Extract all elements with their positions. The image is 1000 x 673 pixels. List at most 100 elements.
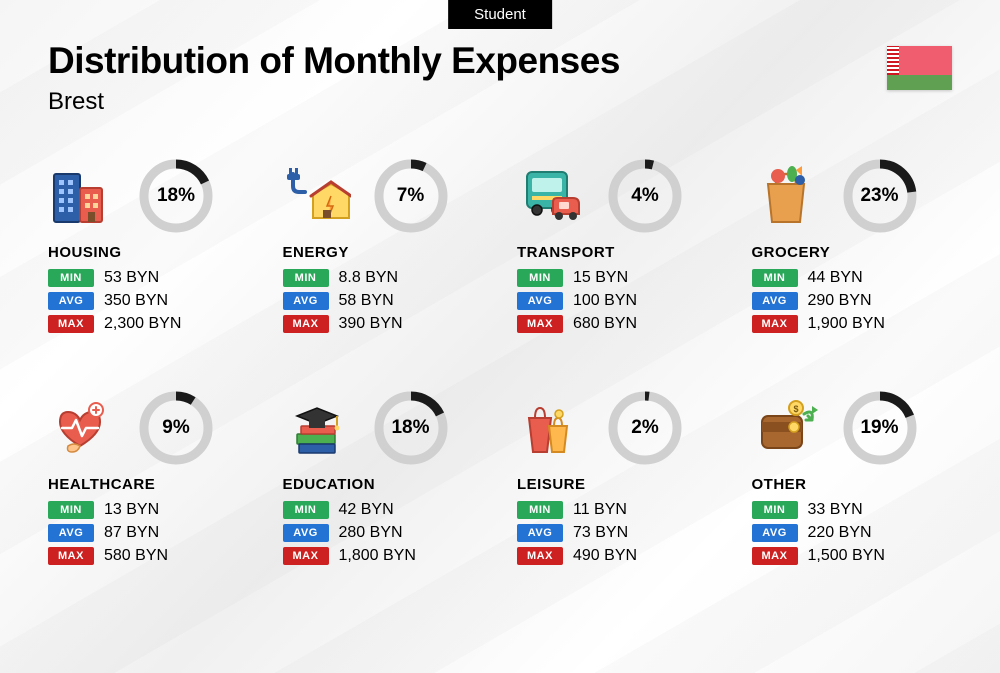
avg-badge: AVG <box>517 292 563 310</box>
min-badge: MIN <box>752 501 798 519</box>
avg-badge: AVG <box>752 524 798 542</box>
header: Distribution of Monthly Expenses Brest <box>48 40 952 116</box>
stat-avg: AVG 100 BYN <box>517 292 734 310</box>
page-title: Distribution of Monthly Expenses <box>48 40 952 82</box>
stat-avg: AVG 220 BYN <box>752 524 969 542</box>
avg-badge: AVG <box>283 292 329 310</box>
stat-min: MIN 11 BYN <box>517 501 734 519</box>
avg-badge: AVG <box>752 292 798 310</box>
stat-max: MAX 390 BYN <box>283 315 500 333</box>
stat-avg: AVG 280 BYN <box>283 524 500 542</box>
max-value: 1,500 BYN <box>808 547 885 565</box>
min-value: 42 BYN <box>339 501 394 519</box>
category-name: HOUSING <box>48 244 265 261</box>
max-badge: MAX <box>48 547 94 565</box>
max-badge: MAX <box>752 315 798 333</box>
min-value: 11 BYN <box>573 501 627 519</box>
percent-donut: 18% <box>138 158 214 234</box>
percent-donut: 19% <box>842 390 918 466</box>
grocery-icon <box>752 165 820 227</box>
min-value: 53 BYN <box>104 269 159 287</box>
stat-avg: AVG 73 BYN <box>517 524 734 542</box>
percent-label: 9% <box>138 390 214 466</box>
stat-min: MIN 8.8 BYN <box>283 269 500 287</box>
stat-avg: AVG 350 BYN <box>48 292 265 310</box>
categories-grid: 18% HOUSING MIN 53 BYN AVG 350 BYN MAX 2… <box>48 158 968 570</box>
stat-min: MIN 44 BYN <box>752 269 969 287</box>
min-badge: MIN <box>283 269 329 287</box>
max-badge: MAX <box>283 547 329 565</box>
max-value: 1,800 BYN <box>339 547 416 565</box>
min-value: 44 BYN <box>808 269 863 287</box>
avg-badge: AVG <box>48 524 94 542</box>
min-value: 8.8 BYN <box>339 269 399 287</box>
min-badge: MIN <box>283 501 329 519</box>
stat-min: MIN 53 BYN <box>48 269 265 287</box>
stat-avg: AVG 290 BYN <box>752 292 969 310</box>
percent-donut: 18% <box>373 390 449 466</box>
min-value: 13 BYN <box>104 501 159 519</box>
avg-value: 58 BYN <box>339 292 394 310</box>
stat-max: MAX 490 BYN <box>517 547 734 565</box>
min-badge: MIN <box>48 269 94 287</box>
min-value: 33 BYN <box>808 501 863 519</box>
percent-label: 2% <box>607 390 683 466</box>
percent-donut: 7% <box>373 158 449 234</box>
avg-badge: AVG <box>517 524 563 542</box>
percent-label: 18% <box>373 390 449 466</box>
category-name: EDUCATION <box>283 476 500 493</box>
category-card-transport: 4% TRANSPORT MIN 15 BYN AVG 100 BYN MAX … <box>517 158 734 338</box>
belarus-flag-icon <box>887 46 952 90</box>
avg-value: 73 BYN <box>573 524 628 542</box>
avg-value: 350 BYN <box>104 292 168 310</box>
stat-avg: AVG 87 BYN <box>48 524 265 542</box>
stat-max: MAX 580 BYN <box>48 547 265 565</box>
category-card-energy: 7% ENERGY MIN 8.8 BYN AVG 58 BYN MAX 390… <box>283 158 500 338</box>
transport-icon <box>517 165 585 227</box>
max-value: 2,300 BYN <box>104 315 181 333</box>
avg-value: 100 BYN <box>573 292 637 310</box>
percent-label: 18% <box>138 158 214 234</box>
category-name: OTHER <box>752 476 969 493</box>
category-name: ENERGY <box>283 244 500 261</box>
stat-min: MIN 13 BYN <box>48 501 265 519</box>
max-badge: MAX <box>517 315 563 333</box>
avg-badge: AVG <box>283 524 329 542</box>
housing-icon <box>48 165 116 227</box>
max-value: 390 BYN <box>339 315 403 333</box>
leisure-icon <box>517 397 585 459</box>
category-card-housing: 18% HOUSING MIN 53 BYN AVG 350 BYN MAX 2… <box>48 158 265 338</box>
stat-max: MAX 2,300 BYN <box>48 315 265 333</box>
max-badge: MAX <box>283 315 329 333</box>
category-card-healthcare: 9% HEALTHCARE MIN 13 BYN AVG 87 BYN MAX … <box>48 390 265 570</box>
avg-value: 290 BYN <box>808 292 872 310</box>
city-subtitle: Brest <box>48 88 952 116</box>
stat-avg: AVG 58 BYN <box>283 292 500 310</box>
stat-max: MAX 1,900 BYN <box>752 315 969 333</box>
percent-label: 19% <box>842 390 918 466</box>
percent-label: 23% <box>842 158 918 234</box>
percent-donut: 23% <box>842 158 918 234</box>
max-badge: MAX <box>517 547 563 565</box>
percent-donut: 4% <box>607 158 683 234</box>
education-icon <box>283 397 351 459</box>
category-name: HEALTHCARE <box>48 476 265 493</box>
min-badge: MIN <box>752 269 798 287</box>
stat-min: MIN 33 BYN <box>752 501 969 519</box>
max-badge: MAX <box>752 547 798 565</box>
max-value: 490 BYN <box>573 547 637 565</box>
min-value: 15 BYN <box>573 269 628 287</box>
category-card-grocery: 23% GROCERY MIN 44 BYN AVG 290 BYN MAX 1… <box>752 158 969 338</box>
category-card-leisure: 2% LEISURE MIN 11 BYN AVG 73 BYN MAX 490… <box>517 390 734 570</box>
percent-label: 4% <box>607 158 683 234</box>
avg-badge: AVG <box>48 292 94 310</box>
max-value: 580 BYN <box>104 547 168 565</box>
avg-value: 280 BYN <box>339 524 403 542</box>
stat-min: MIN 42 BYN <box>283 501 500 519</box>
percent-donut: 2% <box>607 390 683 466</box>
max-value: 680 BYN <box>573 315 637 333</box>
category-card-education: 18% EDUCATION MIN 42 BYN AVG 280 BYN MAX… <box>283 390 500 570</box>
percent-donut: 9% <box>138 390 214 466</box>
min-badge: MIN <box>517 501 563 519</box>
profile-badge: Student <box>448 0 552 29</box>
